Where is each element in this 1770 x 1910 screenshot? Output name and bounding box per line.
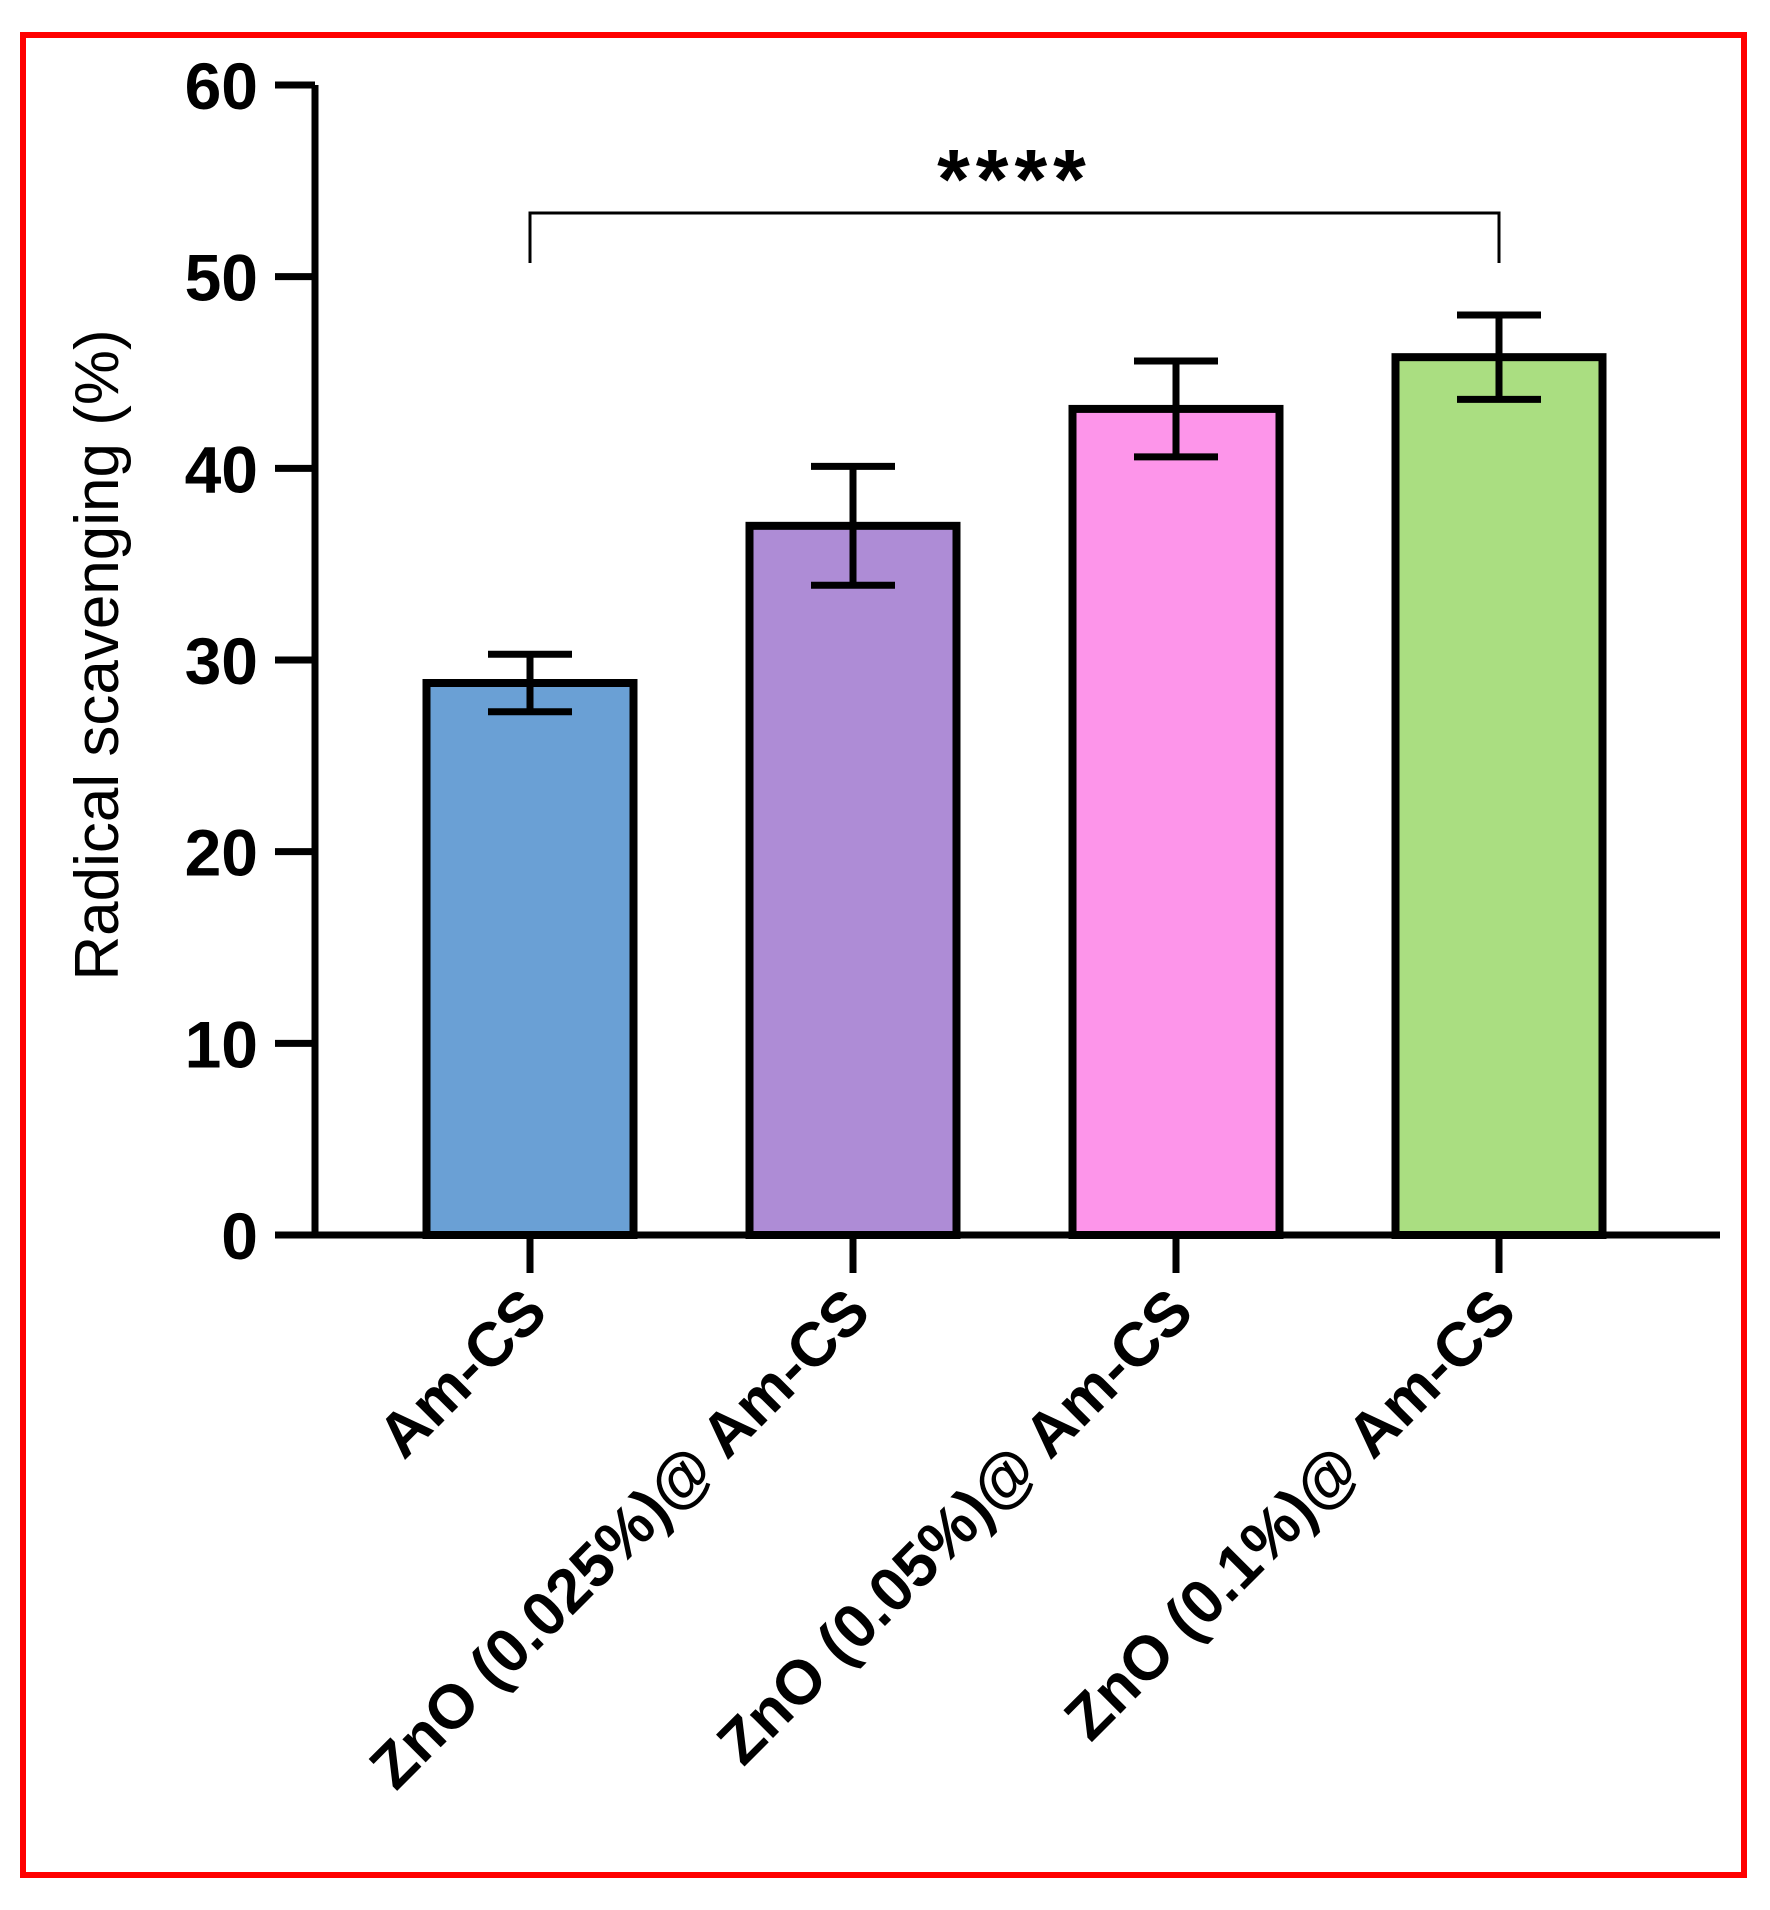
significance-bracket (528, 211, 1501, 263)
y-tick-label: 0 (221, 1199, 258, 1273)
bars-group (422, 353, 1607, 1239)
error-bar-2 (811, 462, 895, 589)
figure-frame (20, 32, 1747, 1878)
bar-3 (1068, 404, 1284, 1239)
bar-1 (422, 679, 638, 1239)
y-tick-label: 40 (185, 432, 258, 506)
y-tick-label: 10 (185, 1007, 258, 1081)
significance-label: **** (937, 132, 1092, 226)
y-tick-label: 50 (185, 241, 258, 315)
bar-2 (745, 521, 961, 1239)
y-tick-label: 30 (185, 624, 258, 698)
y-tick-label: 60 (185, 49, 258, 123)
error-bar-4 (1457, 311, 1541, 403)
y-tick-label: 20 (185, 816, 258, 890)
y-axis-ticks: 0 10 20 30 40 50 60 (185, 49, 315, 1273)
significance-bracket-group: **** (528, 132, 1501, 263)
axes-group (275, 85, 1720, 1239)
error-bar-1 (488, 650, 572, 716)
error-bars-group (488, 311, 1541, 716)
x-category-label: Am-CS (365, 1276, 560, 1471)
bar-4 (1391, 353, 1607, 1239)
y-axis-title: Radical scavenging (%) (63, 329, 132, 980)
error-bar-3 (1134, 357, 1218, 461)
